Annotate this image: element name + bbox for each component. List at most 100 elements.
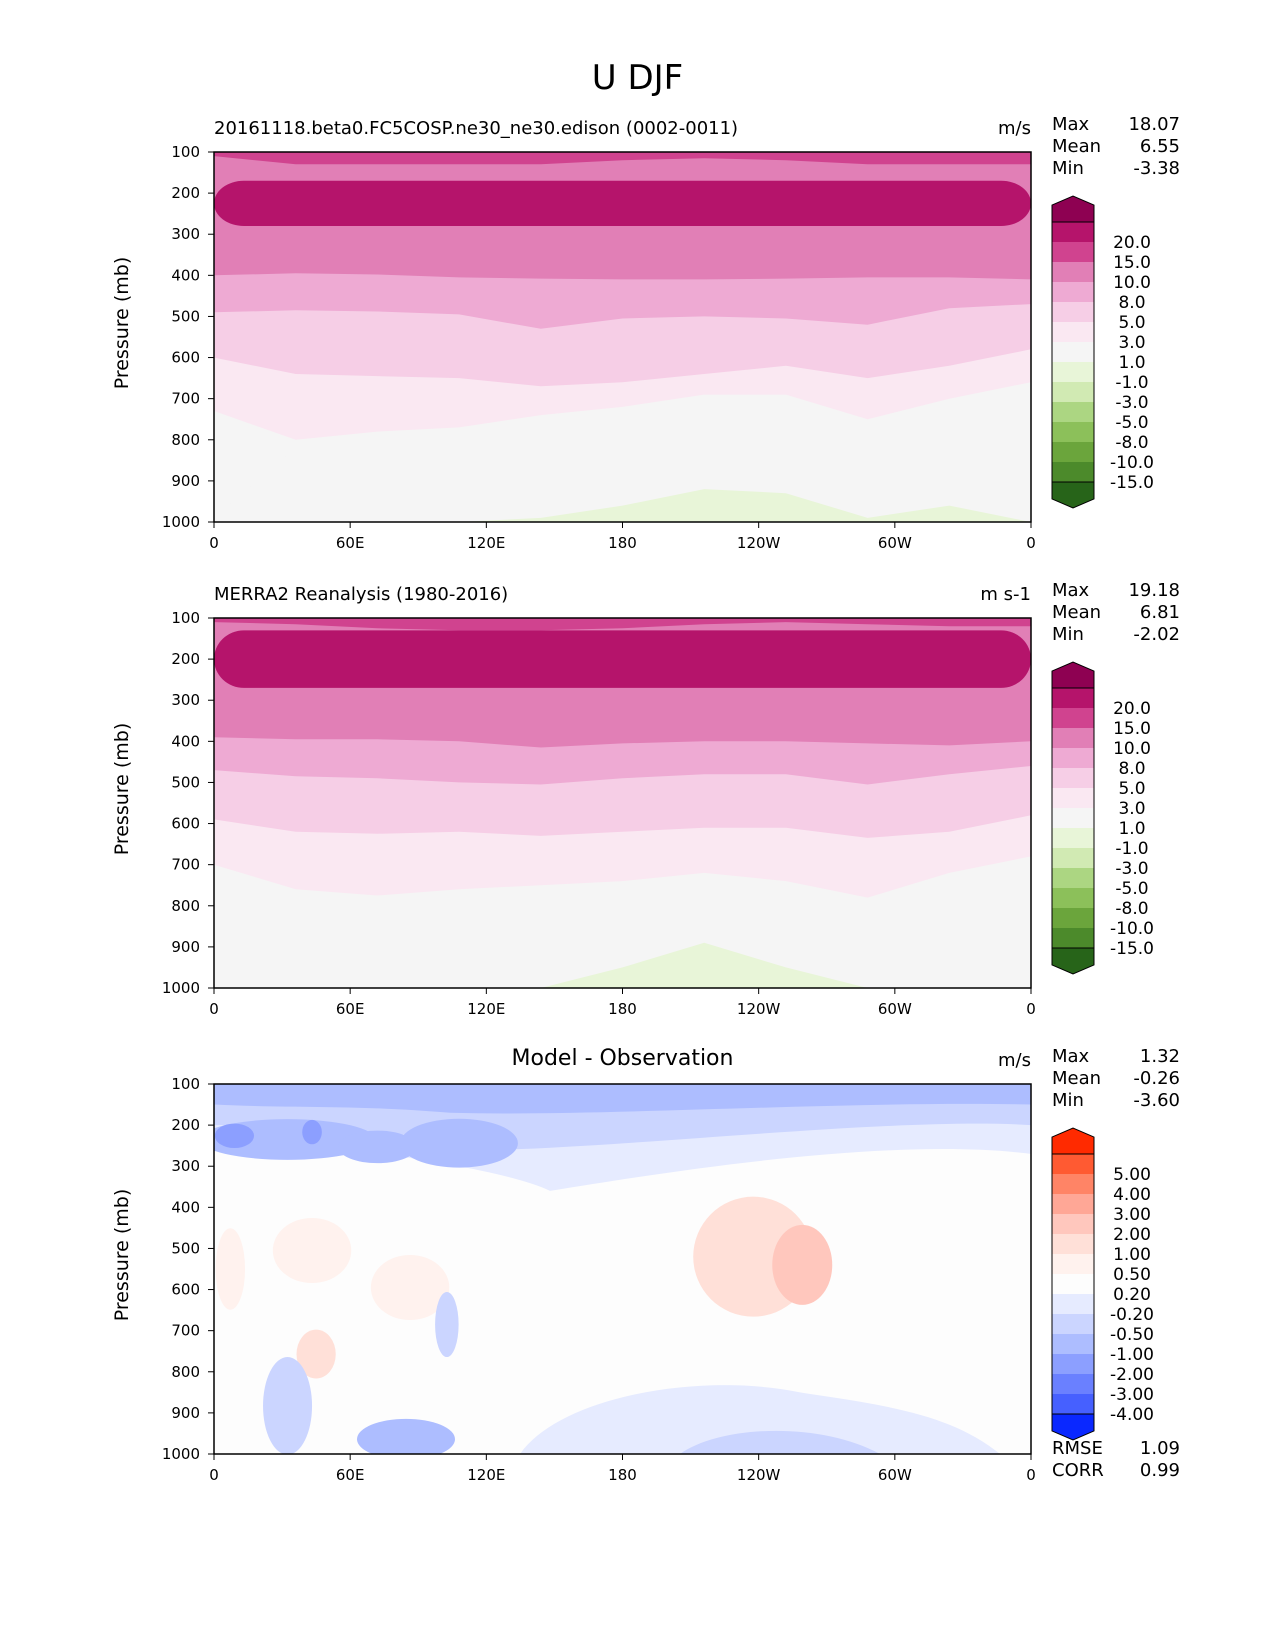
contour-band xyxy=(214,618,1031,631)
colorbar-segment xyxy=(1052,1374,1094,1394)
colorbar-label: 3.0 xyxy=(1118,333,1145,353)
y-tick-label: 400 xyxy=(171,266,200,284)
mean-value: 6.55 xyxy=(1139,136,1180,157)
panel-observation: MERRA2 Reanalysis (1980-2016) m s-1 Max 1… xyxy=(0,580,1275,1054)
min-label: Min xyxy=(1052,158,1084,179)
y-tick-label: 100 xyxy=(171,143,200,161)
mean-label: Mean xyxy=(1052,136,1102,157)
colorbar-label: -0.20 xyxy=(1110,1305,1154,1325)
contour-blob xyxy=(356,1418,456,1454)
jet-core xyxy=(214,630,1031,688)
y-tick-label: 600 xyxy=(171,349,200,367)
rmse-value: 1.09 xyxy=(1139,1438,1180,1459)
colorbar-segment xyxy=(1052,788,1094,808)
min-value: -3.38 xyxy=(1133,158,1180,179)
max-value: 19.18 xyxy=(1128,580,1180,601)
colorbar-segment xyxy=(1052,748,1094,768)
colorbar-label: 8.0 xyxy=(1118,293,1145,313)
stats-box: Max 19.18 Mean 6.81 Min -2.02 xyxy=(1052,580,1180,646)
colorbar-label: -1.0 xyxy=(1115,373,1148,393)
colorbar-label: 1.0 xyxy=(1118,353,1145,373)
colorbar-label: 8.0 xyxy=(1118,759,1145,779)
x-tick-label: 120E xyxy=(467,534,505,552)
colorbar-label: 5.0 xyxy=(1118,313,1145,333)
x-tick-label: 120W xyxy=(737,1466,781,1484)
stats-box: Max 1.32 Mean -0.26 Min -3.60 xyxy=(1052,1046,1180,1112)
x-tick-label: 60E xyxy=(336,1466,365,1484)
x-tick-label: 0 xyxy=(209,1466,219,1484)
y-tick-label: 200 xyxy=(171,650,200,668)
figure-title: U DJF xyxy=(591,58,684,98)
y-tick-label: 600 xyxy=(171,815,200,833)
max-label: Max xyxy=(1052,580,1090,601)
colorbar-label: 5.00 xyxy=(1113,1165,1151,1185)
colorbar-segment xyxy=(1052,442,1094,462)
units-label: m/s xyxy=(998,118,1031,139)
panel-difference: Model - Observation m/s Max 1.32 Mean -0.2… xyxy=(0,1046,1275,1520)
jet-core xyxy=(214,180,1031,226)
x-tick-label: 60E xyxy=(336,534,365,552)
colorbar-label: -2.00 xyxy=(1110,1365,1154,1385)
colorbar-segment xyxy=(1052,1334,1094,1354)
y-tick-label: 600 xyxy=(171,1281,200,1299)
colorbar-segment xyxy=(1052,382,1094,402)
y-tick-label: 400 xyxy=(171,732,200,750)
x-tick-label: 180 xyxy=(608,1000,637,1018)
colorbar-label: -15.0 xyxy=(1110,473,1154,493)
colorbar-segment xyxy=(1052,1394,1094,1414)
colorbar-label: -5.0 xyxy=(1115,879,1148,899)
panel-model: 20161118.beta0.FC5COSP.ne30_ne30.edison … xyxy=(0,114,1275,588)
stats-box: Max 18.07 Mean 6.55 Min -3.38 xyxy=(1052,114,1180,180)
y-tick-label: 900 xyxy=(171,472,200,490)
metrics-box: RMSE 1.09 CORR 0.99 xyxy=(1052,1438,1180,1482)
colorbar-segment xyxy=(1052,848,1094,868)
colorbar-label: 20.0 xyxy=(1113,233,1151,253)
y-tick-label: 200 xyxy=(171,184,200,202)
colorbar-label: 20.0 xyxy=(1113,699,1151,719)
colorbar-label: 15.0 xyxy=(1113,253,1151,273)
contour-blob xyxy=(296,1329,336,1379)
colorbar-label: -1.0 xyxy=(1115,839,1148,859)
colorbar-segment xyxy=(1052,1154,1094,1174)
colorbar-label: -15.0 xyxy=(1110,939,1154,959)
colorbar-segment xyxy=(1052,462,1094,482)
colorbar-label: 0.20 xyxy=(1113,1285,1151,1305)
y-tick-label: 200 xyxy=(171,1116,200,1134)
contour-blob xyxy=(263,1357,313,1454)
colorbar-frame xyxy=(1051,221,1095,483)
contour-band xyxy=(214,152,1031,165)
colorbar-segment xyxy=(1052,1214,1094,1234)
max-value: 18.07 xyxy=(1128,114,1180,135)
contour-band xyxy=(214,1084,1031,1114)
colorbar-segment xyxy=(1052,282,1094,302)
y-tick-label: 800 xyxy=(171,1363,200,1381)
y-tick-label: 800 xyxy=(171,897,200,915)
max-label: Max xyxy=(1052,114,1090,135)
x-tick-label: 120W xyxy=(737,1000,781,1018)
panel-title: Model - Observation xyxy=(511,1046,734,1071)
colorbar-segment xyxy=(1052,402,1094,422)
y-tick-label: 300 xyxy=(171,225,200,243)
y-tick-label: 800 xyxy=(171,431,200,449)
colorbar-label: 4.00 xyxy=(1113,1185,1151,1205)
y-tick-label: 1000 xyxy=(162,1445,200,1463)
colorbar-label: 1.0 xyxy=(1118,819,1145,839)
colorbar-segment xyxy=(1052,808,1094,828)
colorbar-segment xyxy=(1052,322,1094,342)
colorbar-segment xyxy=(1052,1254,1094,1274)
x-tick-label: 180 xyxy=(608,1466,637,1484)
x-tick-label: 120W xyxy=(737,534,781,552)
colorbar-label: 5.0 xyxy=(1118,779,1145,799)
contour-blob xyxy=(772,1224,833,1305)
colorbar-label: 10.0 xyxy=(1113,739,1151,759)
colorbar-frame xyxy=(1051,1153,1095,1415)
y-tick-label: 700 xyxy=(171,856,200,874)
y-tick-label: 300 xyxy=(171,1157,200,1175)
colorbar-segment xyxy=(1052,342,1094,362)
colorbar-label: -3.0 xyxy=(1115,859,1148,879)
x-tick-label: 0 xyxy=(1026,1466,1036,1484)
colorbar-segment xyxy=(1052,1314,1094,1334)
colorbar-segment xyxy=(1052,1174,1094,1194)
colorbar-segment xyxy=(1052,262,1094,282)
contour-blob xyxy=(338,1130,417,1164)
